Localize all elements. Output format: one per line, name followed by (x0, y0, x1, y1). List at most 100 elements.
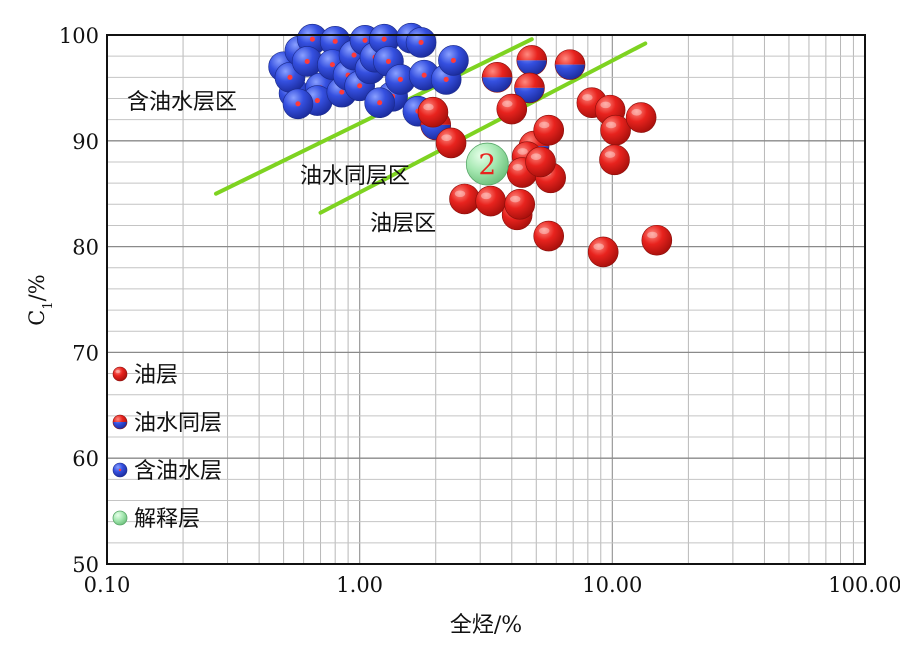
x-axis-label: 全烃/% (450, 613, 522, 638)
marker-highlight (454, 190, 466, 198)
marker-highlight (631, 108, 642, 116)
x-tick-label: 0.10 (84, 573, 131, 597)
marker-highlight (530, 153, 542, 161)
point-oil (525, 146, 556, 178)
point-oilwater (516, 45, 548, 76)
marker-body (599, 144, 630, 176)
marker-dot (351, 52, 357, 58)
plot-frame (106, 34, 866, 565)
boundary-line (318, 41, 648, 215)
marker-dot (381, 36, 387, 42)
marker-top-half (555, 49, 586, 65)
marker-dot (314, 98, 320, 104)
axes: 0.10 1.00 10.00 100.00 50 60 70 80 90 100 全烃/% C1/% (25, 24, 900, 638)
point-oil (587, 236, 619, 268)
marker-body (496, 93, 528, 125)
legend-marker-oilwater (112, 414, 128, 430)
marker-dot (397, 76, 403, 82)
marker-body (533, 220, 565, 252)
point-oil (533, 114, 565, 146)
point-oil (435, 127, 467, 159)
marker-bottom-half (113, 422, 127, 429)
region-label: 含油水层区 (127, 90, 237, 115)
point-oil (449, 183, 480, 215)
y-tick-label: 100 (59, 24, 99, 48)
marker-dot (118, 468, 122, 472)
point-label: 2 (478, 148, 496, 181)
marker-highlight (115, 370, 121, 374)
legend-label: 油水同层 (134, 411, 222, 436)
marker-dot (450, 57, 456, 63)
marker-bottom-half (555, 64, 586, 80)
point-water (364, 87, 395, 119)
marker-dot (309, 36, 315, 42)
region-label: 油层区 (370, 212, 436, 237)
point-oilwater (481, 62, 513, 93)
marker-highlight (512, 163, 523, 171)
marker-top-half (516, 45, 547, 61)
legend-label: 解释层 (134, 507, 200, 532)
point-interp (465, 142, 509, 186)
marker-bottom-half (482, 77, 513, 93)
legend-marker-water (112, 462, 128, 478)
marker-dot (362, 37, 368, 43)
marker-dot (418, 39, 424, 45)
point-oilwater (554, 49, 586, 80)
marker-dot (385, 58, 392, 64)
y-tick-label: 60 (72, 447, 99, 471)
y-axis-label-unit: /% (25, 274, 49, 301)
y-tick-label: 90 (72, 130, 99, 154)
marker-body (417, 96, 449, 128)
marker-highlight (502, 100, 513, 108)
marker-dot (329, 62, 335, 68)
marker-body (112, 366, 128, 382)
marker-highlight (517, 148, 528, 155)
legend-marker-oil (112, 366, 128, 382)
marker-highlight (538, 227, 550, 235)
marker-outline (514, 72, 545, 104)
point-oil (599, 144, 630, 176)
legend-marker-interp (112, 510, 128, 526)
y-axis-label-sub: 1 (41, 301, 56, 309)
marker-body (641, 224, 673, 256)
marker-top-half (514, 72, 545, 88)
point-water (438, 45, 469, 76)
marker-body (533, 114, 565, 146)
point-oil (475, 185, 506, 217)
data-points: 2 (268, 22, 673, 268)
y-tick-label: 50 (72, 553, 99, 577)
marker-highlight (600, 101, 611, 109)
marker-outline (112, 414, 128, 430)
point-oil (496, 93, 528, 125)
y-axis-label: C1/% (25, 274, 56, 325)
marker-dot (295, 101, 301, 107)
marker-highlight (605, 121, 617, 129)
marker-highlight (582, 94, 593, 101)
y-tick-label: 80 (72, 236, 99, 260)
marker-body (449, 183, 480, 215)
marker-dot (287, 74, 293, 80)
marker-dot (421, 72, 427, 78)
marker-body (475, 185, 506, 217)
marker-body (435, 127, 467, 159)
y-axis-label-main: C (25, 310, 49, 326)
marker-highlight (509, 195, 521, 203)
point-water (282, 88, 314, 120)
point-water (291, 46, 323, 77)
point-oil (417, 96, 449, 128)
x-tick-label: 100.00 (828, 573, 900, 597)
marker-body (525, 146, 556, 178)
marker-dot (443, 76, 449, 82)
marker-dot (332, 38, 338, 44)
point-oil (533, 220, 565, 252)
legend-label: 含油水层 (134, 459, 222, 484)
marker-highlight (538, 121, 550, 129)
marker-body (587, 236, 619, 268)
marker-highlight (593, 243, 604, 250)
marker-top-half (113, 415, 127, 422)
region-label: 油水同层区 (300, 164, 410, 189)
marker-body (465, 142, 509, 186)
point-oil (600, 114, 631, 146)
